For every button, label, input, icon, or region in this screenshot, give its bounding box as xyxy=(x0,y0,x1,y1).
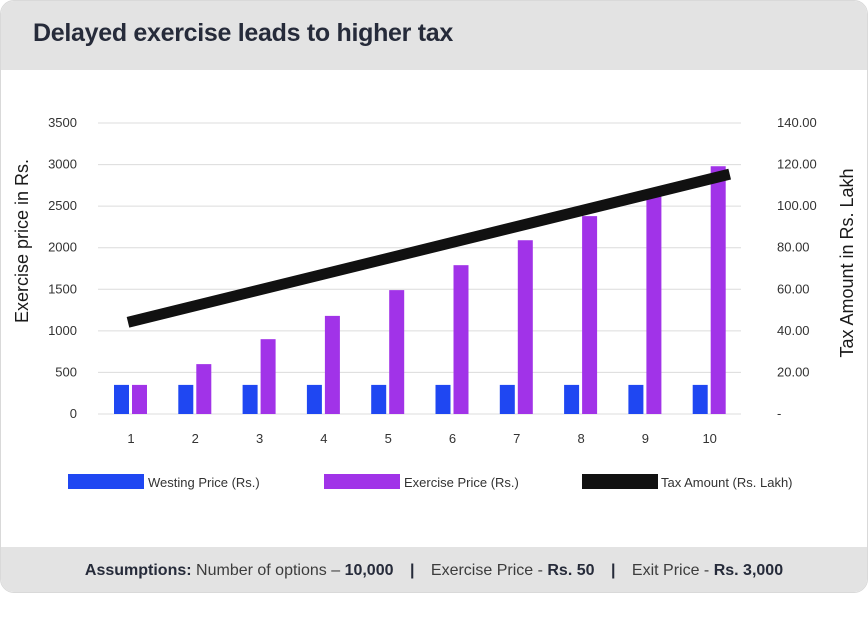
footer-separator-2: | xyxy=(610,562,616,579)
y-left-tick-label: 3500 xyxy=(48,115,77,130)
x-tick-label: 3 xyxy=(256,431,263,446)
options-value: 10,000 xyxy=(344,562,394,579)
x-tick-label: 10 xyxy=(702,431,716,446)
y-left-tick-label: 3000 xyxy=(48,157,77,172)
x-tick-label: 1 xyxy=(127,431,134,446)
vesting-price-bar xyxy=(114,384,129,414)
options-text: Number of options – xyxy=(196,562,341,579)
exercise-price-bar xyxy=(132,384,147,414)
tax-amount-line xyxy=(126,168,732,328)
vesting-price-bar xyxy=(628,384,644,414)
y-right-axis-title: Tax Amount in Rs. Lakh xyxy=(837,168,857,357)
exercise-price-bar xyxy=(582,216,598,414)
legend-swatch xyxy=(68,474,144,489)
y-right-tick-label: 140.00 xyxy=(777,115,817,130)
exit-text: Exit Price - xyxy=(631,562,710,579)
y-left-tick-label: 1000 xyxy=(48,323,77,338)
x-tick-label: 4 xyxy=(320,431,327,446)
x-tick-label: 7 xyxy=(513,431,520,446)
y-left-tick-label: 2000 xyxy=(48,240,77,255)
exercise-value: Rs. 50 xyxy=(547,562,595,579)
exit-value: Rs. 3,000 xyxy=(713,562,784,579)
legend-label: Exercise Price (Rs.) xyxy=(404,475,519,490)
chart-card: Delayed exercise leads to higher tax 0 - 5… xyxy=(0,0,868,593)
x-tick-label: 5 xyxy=(385,431,392,446)
y-left-tick-label: 2500 xyxy=(48,198,77,213)
y-left-tick-label: 0 xyxy=(70,406,77,421)
legend-label: Tax Amount (Rs. Lakh) xyxy=(661,475,793,490)
assumptions-label: Assumptions: xyxy=(84,562,192,579)
vesting-price-bar xyxy=(692,384,708,414)
y-left-axis-title: Exercise price in Rs. xyxy=(12,159,32,323)
exercise-price-bar xyxy=(260,339,276,414)
exercise-price-bar xyxy=(324,315,340,414)
vesting-price-bar xyxy=(371,384,387,414)
vesting-price-bar xyxy=(306,384,322,414)
y-right-tick-label: 80.00 xyxy=(777,240,810,255)
chart-area: 0 - 500 20.00 1000 40.00 1500 60.00 2000 80.00 250… xyxy=(12,115,857,490)
vesting-price-bar xyxy=(564,384,580,414)
exercise-price-bar xyxy=(196,364,212,414)
assumptions-footer: Assumptions: Number of options – 10,000 … xyxy=(1,547,867,592)
legend-swatch xyxy=(582,474,658,489)
y-left-tick-label: 1500 xyxy=(48,281,77,296)
exercise-price-bar xyxy=(389,290,405,414)
y-left-tick-label: 500 xyxy=(55,364,77,379)
exercise-text: Exercise Price - xyxy=(430,562,543,579)
y-right-tick-label: - xyxy=(777,406,781,421)
legend-label: Westing Price (Rs.) xyxy=(148,475,260,490)
exercise-price-bar xyxy=(517,240,533,414)
footer-separator-1: | xyxy=(409,562,415,579)
vesting-price-bar xyxy=(499,384,515,414)
y-right-tick-label: 40.00 xyxy=(777,323,810,338)
x-tick-label: 9 xyxy=(642,431,649,446)
exercise-price-bar xyxy=(646,191,662,414)
assumptions-line: Assumptions: Number of options – 10,000 … xyxy=(1,562,867,580)
x-tick-label: 6 xyxy=(449,431,456,446)
y-right-tick-label: 100.00 xyxy=(777,198,817,213)
chart-title: Delayed exercise leads to higher tax xyxy=(33,19,453,47)
vesting-price-bar xyxy=(242,384,258,414)
legend-swatch xyxy=(324,474,400,489)
y-right-tick-label: 120.00 xyxy=(777,157,817,172)
x-tick-label: 2 xyxy=(192,431,199,446)
exercise-price-bar xyxy=(710,166,726,414)
header-band: Delayed exercise leads to higher tax xyxy=(1,1,867,70)
y-right-tick-label: 60.00 xyxy=(777,281,810,296)
x-tick-label: 8 xyxy=(577,431,584,446)
vesting-price-bar xyxy=(435,384,451,414)
y-right-tick-label: 20.00 xyxy=(777,364,810,379)
exercise-price-bar xyxy=(453,265,469,414)
vesting-price-bar xyxy=(178,384,194,414)
